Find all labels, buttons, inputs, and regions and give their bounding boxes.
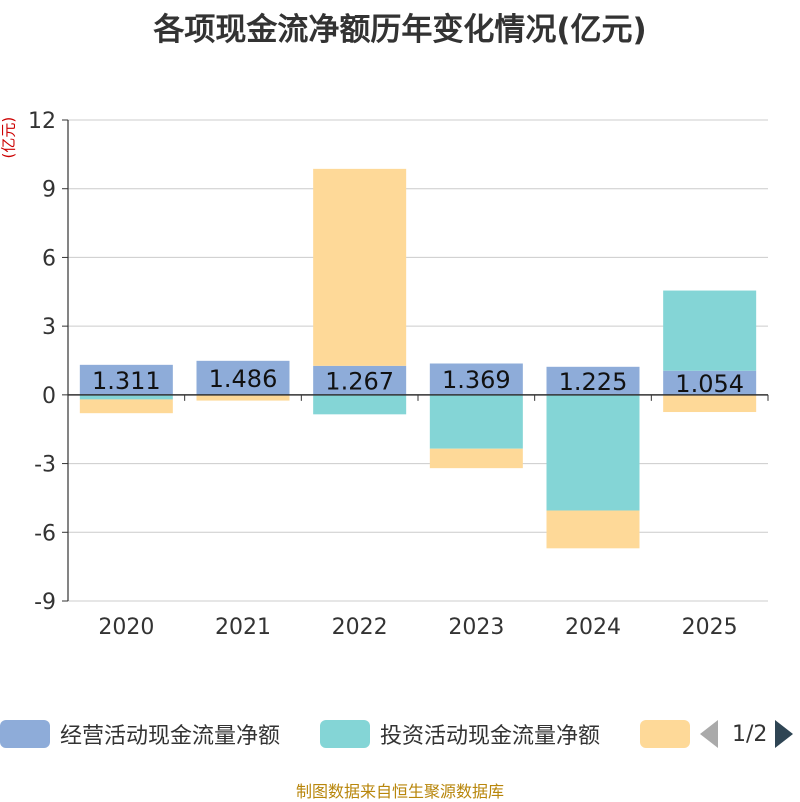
x-tick-label: 2023 [448, 615, 504, 640]
legend-label-investing: 投资活动现金流量净额 [380, 724, 601, 749]
arrow-left-icon[interactable] [700, 720, 718, 748]
x-tick-label: 2022 [332, 615, 388, 640]
grid-layer [68, 119, 768, 602]
bars-layer [79, 168, 757, 549]
x-tick-label: 2021 [215, 615, 271, 640]
chart-title: 各项现金流净额历年变化情况(亿元) [153, 12, 647, 48]
legend-swatch-financing [640, 720, 690, 748]
bar-investing-2024 [546, 394, 640, 511]
y-tick-label: -6 [34, 521, 56, 546]
y-tick-label: 12 [28, 109, 56, 134]
bar-financing-2020 [79, 399, 173, 414]
bar-operating-2025 [663, 370, 757, 395]
bar-investing-2022 [313, 394, 407, 415]
bar-financing-2023 [429, 448, 523, 469]
legend-label-operating: 经营活动现金流量净额 [60, 724, 281, 749]
legend-pager: 1/2 [700, 716, 794, 752]
bar-operating-2020 [79, 364, 173, 395]
y-tick-label: -3 [34, 453, 56, 478]
bar-investing-2020 [79, 394, 173, 400]
y-tick-label: 0 [42, 384, 56, 409]
legend-item-operating[interactable]: 经营活动现金流量净额 [0, 716, 280, 752]
y-tick-label: 6 [42, 246, 56, 271]
x-tick-label: 2024 [565, 615, 621, 640]
axis-layer [62, 119, 769, 602]
data-label-operating-2023: 1.369 [442, 366, 511, 394]
bar-operating-2024 [546, 366, 640, 395]
bar-investing-2025 [663, 290, 757, 371]
chart-canvas: -9 -6 -3 0 3 6 9 12 1.311 2020 1.486 2021 1.267 2022 1… [28, 109, 769, 640]
y-tick-label: 9 [42, 178, 56, 203]
x-tick-label: 2025 [682, 615, 738, 640]
data-label-operating-2020: 1.311 [92, 367, 161, 395]
bar-financing-2022 [313, 168, 407, 366]
labels-layer: -9 -6 -3 0 3 6 9 12 1.311 2020 1.486 2021 1.267 2022 1… [28, 109, 744, 640]
legend: 经营活动现金流量净额 投资活动现金流量净额 [0, 716, 800, 752]
bar-financing-2024 [546, 510, 640, 549]
legend-page-label: 1/2 [732, 721, 768, 747]
x-tick-label: 2020 [98, 615, 154, 640]
bar-operating-2023 [429, 363, 523, 395]
y-tick-label: -9 [34, 590, 56, 615]
data-label-operating-2022: 1.267 [325, 367, 394, 395]
bar-financing-2025 [663, 394, 757, 413]
arrow-right-icon[interactable] [775, 720, 794, 748]
legend-item-investing[interactable]: 投资活动现金流量净额 [320, 716, 600, 752]
legend-swatch-operating [0, 720, 50, 748]
y-tick-label: 3 [42, 315, 56, 340]
bar-operating-2022 [313, 365, 407, 395]
legend-swatch-investing [320, 720, 370, 748]
data-label-operating-2021: 1.486 [209, 365, 278, 393]
source-note: 制图数据来自恒生聚源数据库 [295, 782, 504, 801]
data-label-operating-2025: 1.054 [675, 370, 744, 398]
bar-financing-2021 [196, 394, 290, 401]
bar-investing-2023 [429, 394, 523, 449]
data-label-operating-2024: 1.225 [559, 368, 628, 396]
bar-operating-2021 [196, 360, 290, 395]
legend-item-financing[interactable] [640, 716, 700, 752]
